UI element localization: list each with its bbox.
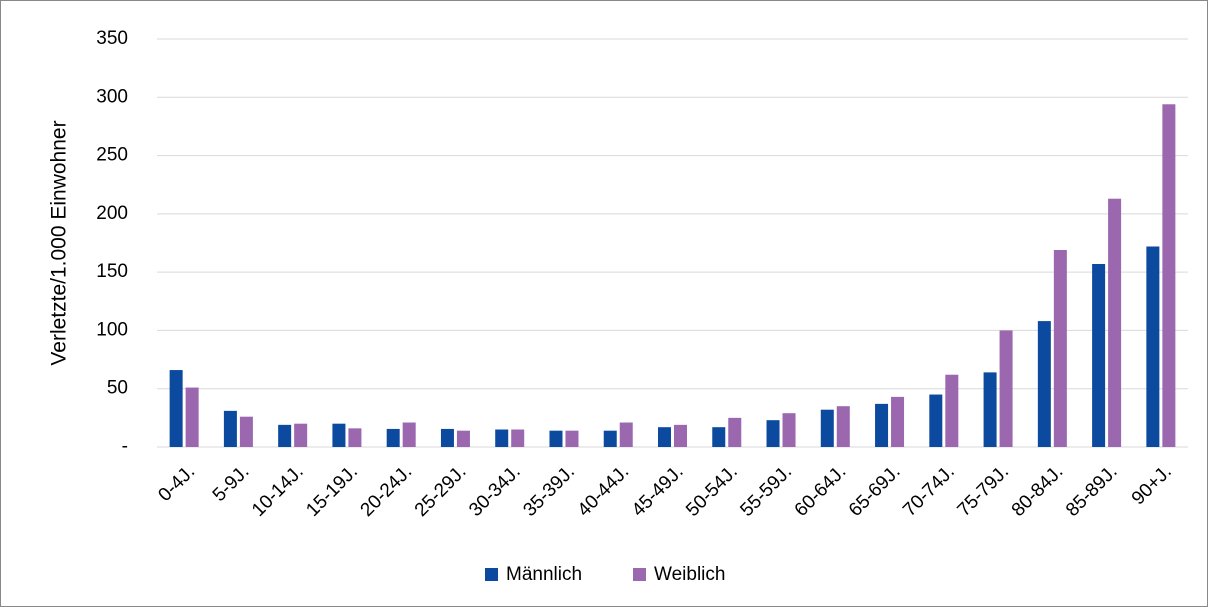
x-tick-label: 25-29J.: [411, 461, 471, 521]
bar: [999, 330, 1013, 447]
x-tick-label: 35-39J.: [519, 461, 579, 521]
bar: [440, 428, 454, 447]
x-tick-label: 20-24J.: [357, 461, 417, 521]
x-tick-label: 30-34J.: [465, 461, 525, 521]
x-tick-label: 50-54J.: [682, 461, 742, 521]
x-tick-label: 40-44J.: [574, 461, 634, 521]
legend-swatch: [485, 568, 498, 581]
x-tick-label: 70-74J.: [899, 461, 959, 521]
y-tick-label: 100: [96, 319, 128, 340]
bar: [332, 423, 346, 447]
x-tick-label: 60-64J.: [791, 461, 851, 521]
bar: [386, 428, 400, 447]
x-tick-label: 10-14J.: [248, 461, 308, 521]
bar: [185, 387, 199, 447]
bar: [278, 424, 292, 447]
y-tick-label: 150: [96, 261, 128, 282]
bar: [1146, 246, 1160, 447]
legend-label: Weiblich: [654, 564, 725, 585]
bar: [549, 430, 563, 447]
y-tick-label: 50: [107, 378, 128, 399]
x-tick-label: 5-9J.: [209, 461, 254, 506]
bar: [1162, 104, 1176, 447]
x-tick-label: 90+J.: [1128, 461, 1176, 509]
bar: [674, 424, 687, 447]
bar: [728, 417, 742, 447]
x-tick-label: 55-59J.: [736, 461, 796, 521]
bar: [929, 394, 943, 447]
x-tick-label: 75-79J.: [953, 461, 1013, 521]
bar: [402, 422, 416, 447]
y-tick-label: 350: [96, 28, 128, 49]
bar: [875, 403, 889, 447]
y-tick-label: -: [122, 436, 128, 457]
bar: [239, 416, 253, 447]
y-tick-label: 300: [96, 86, 128, 107]
bar: [983, 372, 997, 447]
x-tick-label: 65-69J.: [845, 461, 905, 521]
y-axis-title: Verletzte/1.000 Einwohner: [48, 120, 71, 365]
bar: [1037, 321, 1051, 447]
y-tick-label: 250: [96, 145, 128, 166]
x-tick-label: 80-84J.: [1008, 461, 1068, 521]
bar: [169, 370, 183, 447]
bar: [565, 430, 579, 447]
bar: [348, 428, 362, 447]
bar: [1108, 198, 1122, 447]
legend-label: Männlich: [506, 564, 582, 585]
bar: [511, 429, 525, 447]
y-tick-label: 200: [96, 203, 128, 224]
bar: [945, 374, 959, 447]
bar: [712, 427, 726, 447]
x-tick-label: 45-49J.: [628, 461, 688, 521]
bar: [603, 430, 617, 447]
bar: [658, 427, 671, 447]
x-tick-label: 15-19J.: [302, 461, 362, 521]
bar: [1053, 249, 1067, 447]
x-tick-label: 85-89J.: [1062, 461, 1122, 521]
bar: [1092, 263, 1106, 447]
bar: [766, 420, 780, 447]
bar: [891, 396, 905, 447]
bar: [223, 410, 237, 447]
bar: [456, 430, 470, 447]
bar: [495, 429, 509, 447]
bar: [782, 413, 796, 447]
bar: [294, 423, 308, 447]
bar: [820, 409, 834, 447]
bar: [836, 406, 850, 447]
x-tick-label: 0-4J.: [154, 461, 199, 506]
legend-swatch: [633, 568, 646, 581]
bar: [619, 422, 633, 447]
